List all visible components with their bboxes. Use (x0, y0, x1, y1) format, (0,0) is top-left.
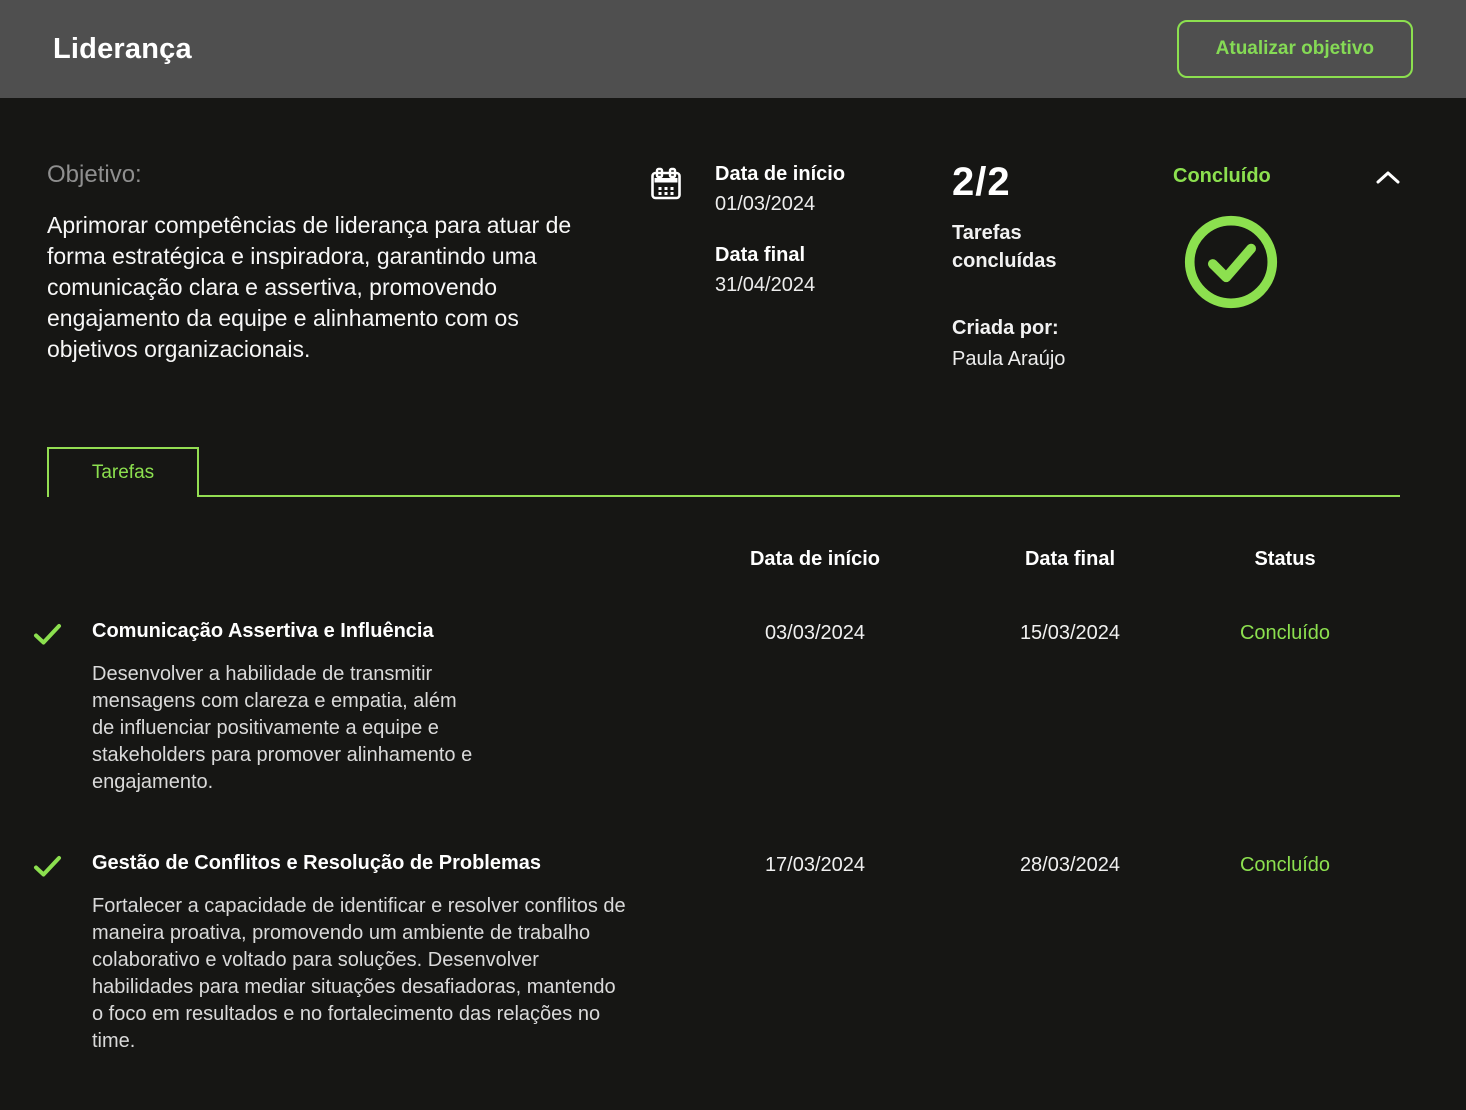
task-main: Gestão de Conflitos e Resolução de Probl… (33, 852, 660, 1055)
tabbar: Tarefas (47, 447, 1400, 497)
tasks-count: 2/2 (952, 160, 1011, 204)
objective-text: Aprimorar competências de liderança para… (47, 212, 572, 362)
end-date-label: Data final (715, 244, 806, 266)
tab-tarefas[interactable]: Tarefas (47, 447, 199, 497)
app-header: Liderança Atualizar objetivo (0, 0, 1466, 98)
dates-column: Data de início 01/03/2024 Data final 31/… (715, 163, 845, 371)
table-header-row: Data de início Data final Status (47, 548, 1400, 571)
status-block: Concluído (1173, 158, 1403, 371)
task-description: Desenvolver a habilidade de transmitir m… (92, 663, 473, 793)
column-header-status: Status (1254, 548, 1316, 570)
calendar-icon (651, 167, 681, 200)
circle-check-icon (1184, 215, 1278, 309)
task-status-badge: Concluído (1239, 622, 1331, 644)
task-description: Fortalecer a capacidade de identificar e… (92, 895, 626, 1052)
start-date-value: 01/03/2024 (715, 193, 816, 215)
start-date-pair: Data de início 01/03/2024 (715, 163, 845, 216)
task-start-date: 17/03/2024 (764, 854, 866, 876)
task-texts: Comunicação Assertiva e Influência Desen… (92, 620, 482, 796)
task-title: Gestão de Conflitos e Resolução de Probl… (92, 852, 542, 874)
task-title: Comunicação Assertiva e Influência (92, 620, 434, 642)
task-row: Comunicação Assertiva e Influência Desen… (33, 620, 1400, 796)
column-header-start-date: Data de início (749, 548, 881, 570)
task-status-badge: Concluído (1239, 854, 1331, 876)
column-header-end-date: Data final (1024, 548, 1116, 570)
created-by-label: Criada por: (952, 317, 1059, 339)
check-icon (34, 856, 61, 877)
end-date-pair: Data final 31/04/2024 (715, 244, 845, 297)
task-texts: Gestão de Conflitos e Resolução de Probl… (92, 852, 627, 1055)
task-start-date: 03/03/2024 (764, 622, 866, 644)
start-date-label: Data de início (715, 163, 846, 185)
check-icon (34, 624, 61, 645)
collapse-button[interactable] (1373, 169, 1403, 185)
task-end-date: 15/03/2024 (1019, 622, 1121, 644)
update-objective-button[interactable]: Atualizar objetivo (1176, 20, 1413, 78)
task-main: Comunicação Assertiva e Influência Desen… (33, 620, 660, 796)
stats-block: 2/2 Tarefas concluídas Criada por: Paula… (952, 158, 1173, 371)
objective-block: Objetivo: Aprimorar competências de lide… (47, 158, 648, 371)
objective-overview: Objetivo: Aprimorar competências de lide… (0, 98, 1466, 371)
objective-label: Objetivo: (47, 161, 142, 188)
status-row: Concluído (1173, 165, 1403, 188)
tasks-count-label: Tarefas concluídas (952, 222, 1057, 272)
dates-block: Data de início 01/03/2024 Data final 31/… (648, 158, 952, 371)
page-title: Liderança (53, 32, 192, 65)
task-row: Gestão de Conflitos e Resolução de Probl… (33, 852, 1400, 1055)
objective-status-badge: Concluído (1173, 165, 1271, 187)
chevron-up-icon (1376, 171, 1400, 183)
task-end-date: 28/03/2024 (1019, 854, 1121, 876)
end-date-value: 31/04/2024 (715, 274, 816, 296)
table-header-spacer (47, 548, 660, 571)
created-by-value: Paula Araújo (952, 348, 1066, 370)
